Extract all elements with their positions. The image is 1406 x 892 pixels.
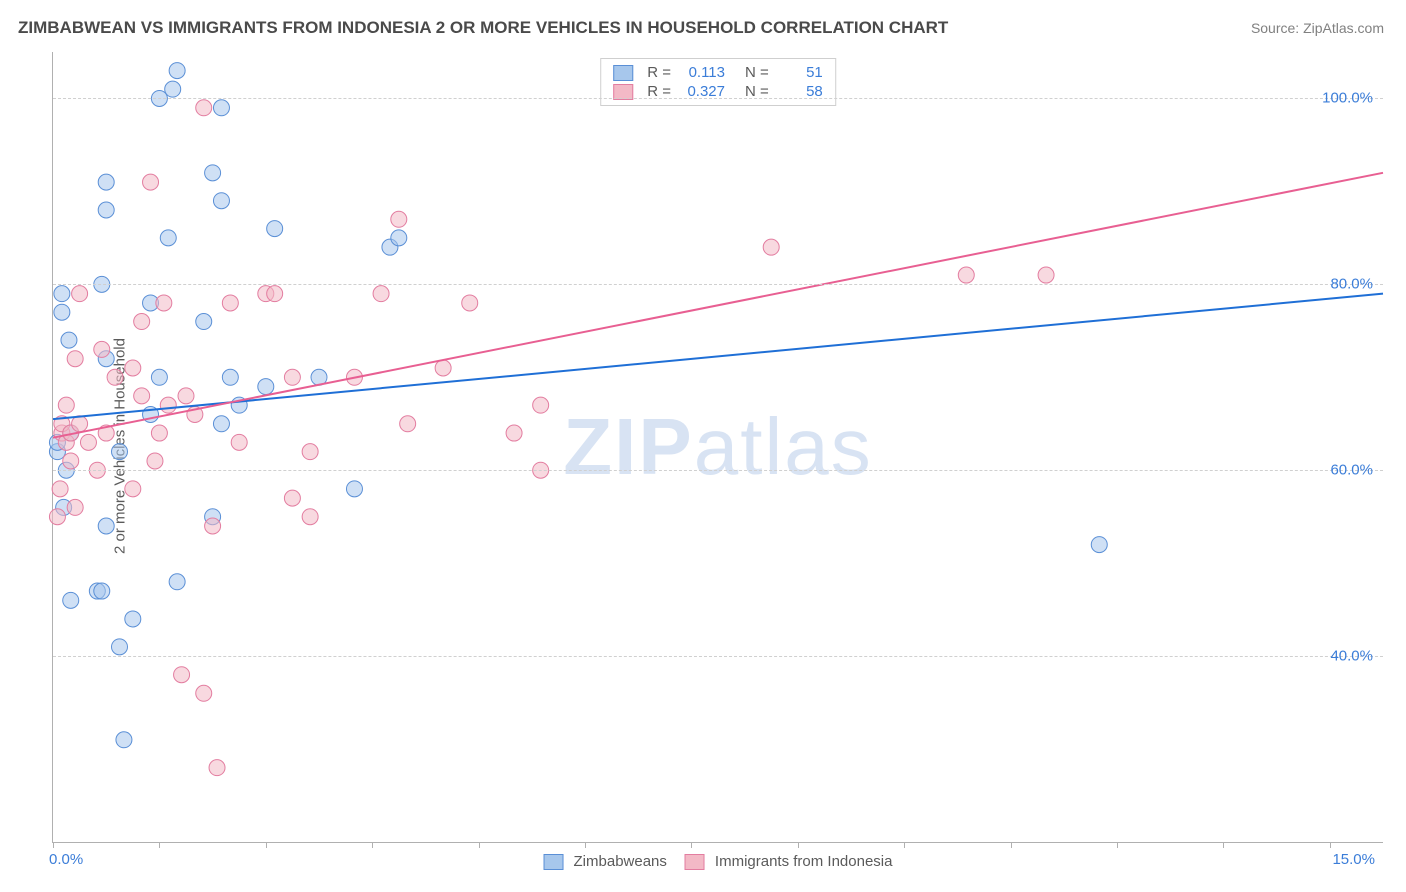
plot-area: ZIPatlas R =0.113 N =51 R =0.327 N =58 Z… bbox=[52, 52, 1383, 843]
stats-row-1: R =0.113 N =51 bbox=[613, 63, 823, 82]
legend-item-2: Immigrants from Indonesia bbox=[685, 853, 893, 870]
legend-item-1: Zimbabweans bbox=[544, 853, 667, 870]
swatch-pink bbox=[613, 84, 633, 100]
swatch-blue bbox=[544, 854, 564, 870]
source-label: Source: ZipAtlas.com bbox=[1251, 20, 1384, 36]
chart-svg bbox=[53, 52, 1383, 842]
swatch-pink bbox=[685, 854, 705, 870]
swatch-blue bbox=[613, 65, 633, 81]
chart-title: ZIMBABWEAN VS IMMIGRANTS FROM INDONESIA … bbox=[18, 18, 948, 38]
legend-bottom: Zimbabweans Immigrants from Indonesia bbox=[544, 853, 893, 870]
